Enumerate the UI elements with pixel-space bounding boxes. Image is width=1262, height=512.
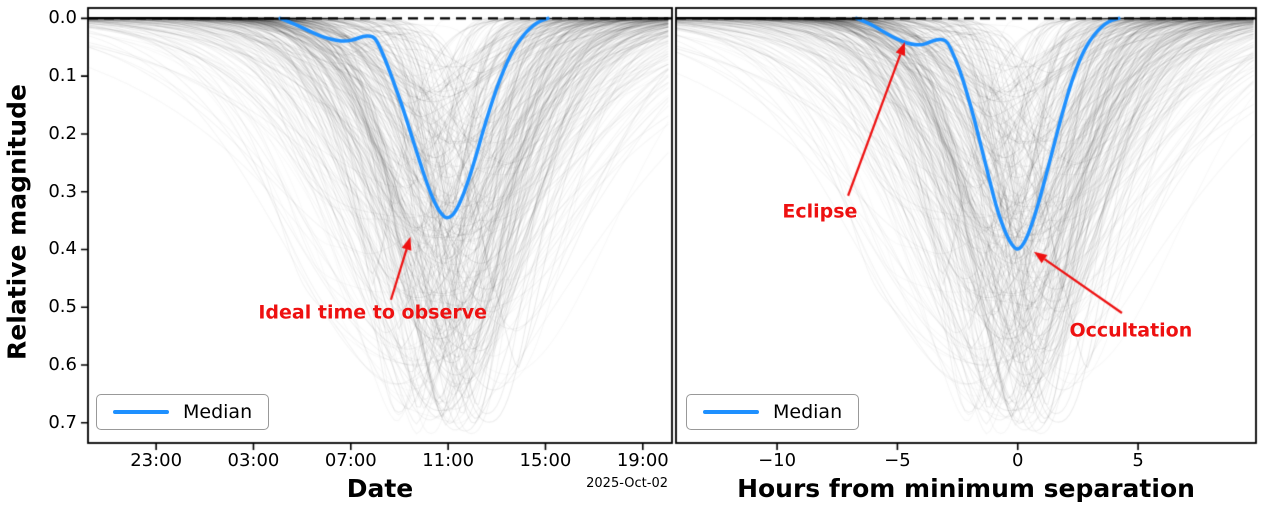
x-tick-label: −5 <box>884 450 911 471</box>
x-tick-label: 0 <box>1012 450 1024 471</box>
x-tick-label: −10 <box>758 450 797 471</box>
y-tick-label: 0.4 <box>48 238 77 260</box>
y-tick-label: 0.1 <box>48 65 77 87</box>
legend-left: Median <box>96 394 270 430</box>
y-tick-label: 0.0 <box>48 7 77 29</box>
y-tick-label: 0.3 <box>48 180 77 202</box>
y-tick-label: 0.7 <box>48 411 77 433</box>
x-axis-offset-date: 2025-Oct-02 <box>586 476 668 491</box>
x-axis-label-hours: Hours from minimum separation <box>737 474 1195 503</box>
annotation-ideal-time-to-observe: Ideal time to observe <box>258 301 488 324</box>
median-line-swatch <box>703 410 759 414</box>
annotation-eclipse: Eclipse <box>782 200 858 223</box>
y-tick-label: 0.2 <box>48 122 77 144</box>
y-tick-label: 0.6 <box>48 354 77 375</box>
x-tick-label: 07:00 <box>324 450 377 471</box>
x-tick-label: 11:00 <box>422 450 475 471</box>
y-axis-label: Relative magnitude <box>2 84 32 360</box>
x-tick-label: 19:00 <box>616 450 669 471</box>
legend-right: Median <box>686 394 860 430</box>
legend-label: Median <box>773 400 843 423</box>
x-tick-label: 23:00 <box>130 450 183 471</box>
y-tick-label: 0.5 <box>48 296 77 318</box>
x-tick-label: 15:00 <box>519 450 572 471</box>
median-line-swatch <box>113 410 169 414</box>
x-tick-label: 03:00 <box>227 450 280 471</box>
legend-label: Median <box>183 400 253 423</box>
annotation-occultation: Occultation <box>1069 319 1193 342</box>
x-tick-label: 5 <box>1132 450 1144 471</box>
x-axis-label-date: Date <box>346 474 414 503</box>
